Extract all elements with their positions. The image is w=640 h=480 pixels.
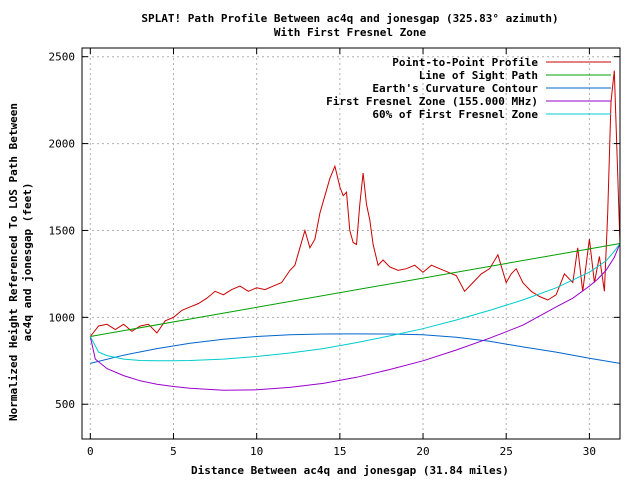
legend-label: Earth's Curvature Contour: [372, 82, 538, 95]
x-tick-label: 0: [87, 445, 94, 458]
y-tick-label: 500: [55, 398, 75, 411]
legend-label: 60% of First Fresnel Zone: [372, 108, 538, 121]
series-line-point-to-point-profile: [89, 70, 621, 337]
chart-title: SPLAT! Path Profile Between ac4q and jon…: [141, 12, 558, 25]
legend-label: Point-to-Point Profile: [392, 56, 538, 69]
y-tick-label: 1000: [49, 311, 76, 324]
y-tick-label: 2000: [49, 138, 76, 151]
plot-frame: [81, 47, 621, 440]
y-tick-label: 2500: [49, 51, 76, 64]
y-tick-label: 1500: [49, 224, 76, 237]
series-line-earth-s-curvature-contour: [90, 333, 621, 364]
grid-lines: [82, 48, 620, 439]
x-tick-label: 5: [170, 445, 177, 458]
x-tick-label: 25: [500, 445, 513, 458]
series-line-first-fresnel-zone-155-000-mhz: [89, 243, 621, 391]
y-axis-label-line1: Normalized Height Referenced To LOS Path…: [7, 103, 20, 421]
series-line-line-of-sight-path: [90, 243, 621, 337]
y-axis-label-line2: ac4q and jonesgap (feet): [21, 183, 34, 342]
chart-subtitle: With First Fresnel Zone: [274, 26, 427, 39]
axis-ticks: 0 5 10 15 20 25 30 500 1000 1500 2000 2500: [49, 48, 620, 458]
legend-label: First Fresnel Zone (155.000 MHz): [326, 95, 538, 108]
x-tick-label: 15: [333, 445, 346, 458]
legend-label: Line of Sight Path: [419, 69, 538, 82]
series-layer: [89, 70, 621, 391]
x-tick-label: 10: [250, 445, 263, 458]
x-tick-label: 20: [416, 445, 429, 458]
x-axis-label: Distance Between ac4q and jonesgap (31.8…: [191, 464, 509, 477]
series-line-60-of-first-fresnel-zone: [89, 243, 621, 362]
x-tick-label: 30: [583, 445, 596, 458]
